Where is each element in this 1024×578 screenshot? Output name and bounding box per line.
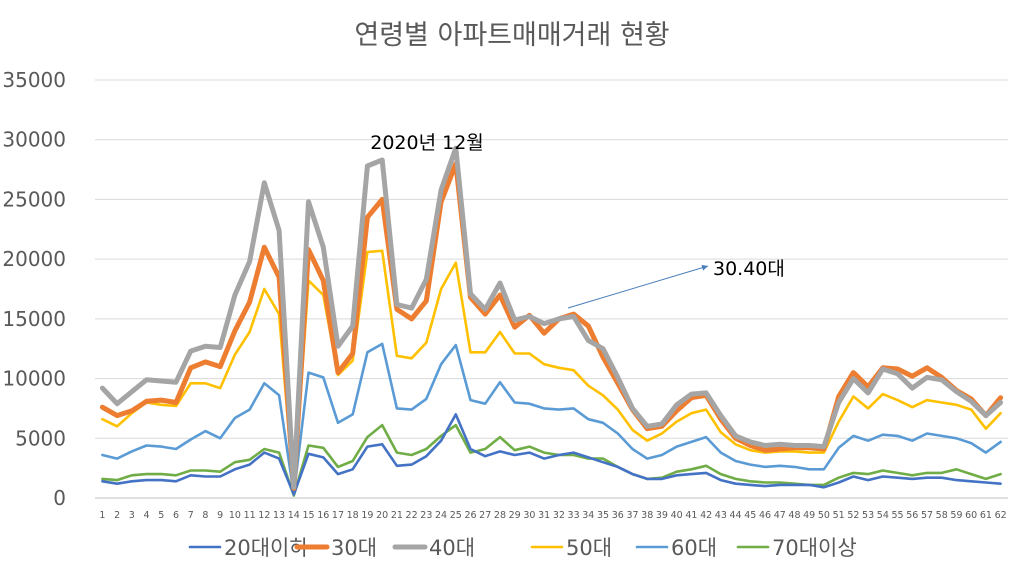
x-tick-label: 28 xyxy=(494,510,506,521)
y-tick-label: 5000 xyxy=(15,426,66,450)
x-tick-label: 8 xyxy=(202,510,208,521)
x-tick-label: 54 xyxy=(877,510,889,521)
series-line-20대이하 xyxy=(101,413,1002,496)
x-tick-label: 18 xyxy=(347,510,359,521)
legend-label: 70대이상 xyxy=(772,536,857,560)
x-axis-ticks: 1 2 3 4 5 6 7 8 9 10 11 12 13 14 15 16 17 18 19 20 21 22 23 24 2… xyxy=(99,510,1006,521)
x-tick-label: 14 xyxy=(288,510,300,521)
x-tick-label: 10 xyxy=(229,510,241,521)
y-tick-label: 10000 xyxy=(2,367,66,391)
x-tick-label: 40 xyxy=(671,510,683,521)
annotation-arrow xyxy=(567,264,709,309)
y-tick-label: 15000 xyxy=(2,307,66,331)
chart-title: 연령별 아파트매매거래 현황 xyxy=(354,20,669,51)
x-tick-label: 46 xyxy=(759,510,771,521)
series-line-60대 xyxy=(101,342,1002,496)
x-tick-label: 38 xyxy=(641,510,653,521)
x-tick-label: 22 xyxy=(406,510,418,521)
series-line-70대이상 xyxy=(101,423,1002,497)
x-tick-label: 50 xyxy=(818,510,830,521)
x-tick-label: 52 xyxy=(847,510,859,521)
x-tick-label: 2 xyxy=(114,510,120,521)
x-tick-label: 1 xyxy=(99,510,105,521)
x-tick-label: 17 xyxy=(332,510,344,521)
y-tick-label: 20000 xyxy=(2,247,66,271)
legend-label: 60대 xyxy=(671,536,717,560)
legend-label: 50대 xyxy=(566,536,612,560)
arrow-annotation: 30.40대 xyxy=(713,258,785,280)
x-tick-label: 55 xyxy=(892,510,904,521)
x-tick-label: 33 xyxy=(568,510,580,521)
series-lines xyxy=(99,145,1004,497)
peak-annotation: 2020년 12월 xyxy=(370,132,484,154)
x-tick-label: 19 xyxy=(361,510,373,521)
x-tick-label: 51 xyxy=(833,510,845,521)
x-tick-label: 12 xyxy=(258,510,270,521)
x-tick-label: 6 xyxy=(173,510,179,521)
x-tick-label: 26 xyxy=(464,510,476,521)
x-tick-label: 7 xyxy=(188,510,194,521)
x-tick-label: 15 xyxy=(302,510,314,521)
x-tick-label: 43 xyxy=(715,510,727,521)
x-tick-label: 36 xyxy=(612,510,624,521)
x-tick-label: 58 xyxy=(936,510,948,521)
x-tick-label: 3 xyxy=(129,510,135,521)
y-axis-ticks: 0 5000 10000 15000 20000 25000 30000 35000 xyxy=(2,68,66,510)
series-line-40대 xyxy=(99,145,1004,490)
x-tick-label: 21 xyxy=(391,510,403,521)
y-tick-label: 30000 xyxy=(2,128,66,152)
x-tick-label: 44 xyxy=(730,510,742,521)
x-tick-label: 42 xyxy=(700,510,712,521)
y-tick-label: 25000 xyxy=(2,187,66,211)
y-tick-label: 35000 xyxy=(2,68,66,92)
x-tick-label: 5 xyxy=(158,510,164,521)
x-tick-label: 31 xyxy=(538,510,550,521)
x-tick-label: 34 xyxy=(582,510,594,521)
x-tick-label: 56 xyxy=(906,510,918,521)
x-tick-label: 41 xyxy=(685,510,697,521)
x-tick-label: 32 xyxy=(553,510,565,521)
x-tick-label: 61 xyxy=(980,510,992,521)
x-tick-label: 25 xyxy=(450,510,462,521)
gridlines xyxy=(95,79,1008,499)
legend: 20대이하 30대 40대 50대 60대 70대이상 xyxy=(188,536,857,560)
x-tick-label: 11 xyxy=(244,510,256,521)
x-tick-label: 4 xyxy=(144,510,150,521)
x-tick-label: 37 xyxy=(626,510,638,521)
x-tick-label: 30 xyxy=(523,510,535,521)
x-tick-label: 57 xyxy=(921,510,933,521)
x-tick-label: 47 xyxy=(774,510,786,521)
legend-label: 20대이하 xyxy=(224,536,309,560)
x-tick-label: 29 xyxy=(509,510,521,521)
x-tick-label: 39 xyxy=(656,510,668,521)
legend-label: 30대 xyxy=(331,536,377,560)
x-tick-label: 45 xyxy=(744,510,756,521)
x-tick-label: 24 xyxy=(435,510,447,521)
series-line-30대 xyxy=(99,161,1004,491)
legend-label: 40대 xyxy=(429,536,475,560)
x-tick-label: 59 xyxy=(950,510,962,521)
x-tick-label: 48 xyxy=(788,510,800,521)
x-tick-label: 13 xyxy=(273,510,285,521)
x-tick-label: 49 xyxy=(803,510,815,521)
x-tick-label: 23 xyxy=(420,510,432,521)
x-tick-label: 35 xyxy=(597,510,609,521)
x-tick-label: 60 xyxy=(965,510,977,521)
x-tick-label: 16 xyxy=(317,510,329,521)
x-tick-label: 62 xyxy=(995,510,1007,521)
x-tick-label: 27 xyxy=(479,510,491,521)
x-tick-label: 9 xyxy=(217,510,223,521)
series-line-50대 xyxy=(101,249,1002,494)
x-tick-label: 53 xyxy=(862,510,874,521)
x-tick-label: 20 xyxy=(376,510,388,521)
y-tick-label: 0 xyxy=(53,486,66,510)
